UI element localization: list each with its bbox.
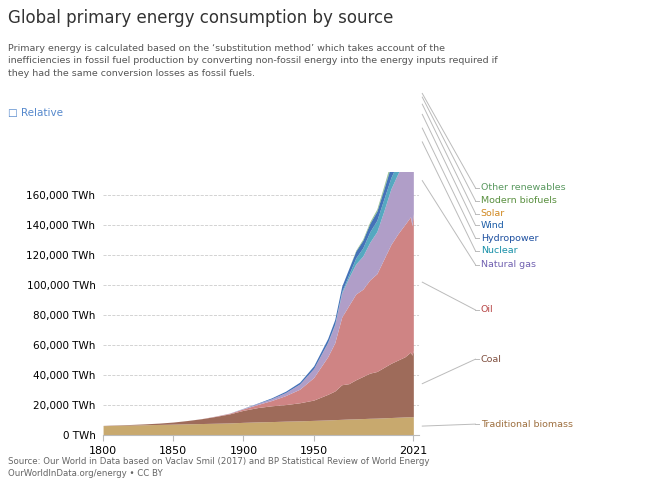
Text: Primary energy is calculated based on the ‘substitution method’ which takes acco: Primary energy is calculated based on th…	[8, 44, 497, 78]
Text: Traditional biomass: Traditional biomass	[481, 420, 573, 429]
Text: Nuclear: Nuclear	[481, 246, 517, 255]
Text: Source: Our World in Data based on Vaclav Smil (2017) and BP Statistical Review : Source: Our World in Data based on Vacla…	[8, 458, 430, 478]
Text: Solar: Solar	[481, 209, 505, 218]
Text: Modern biofuels: Modern biofuels	[481, 196, 557, 205]
Text: Global primary energy consumption by source: Global primary energy consumption by sou…	[8, 9, 394, 27]
Text: Other renewables: Other renewables	[481, 184, 565, 192]
Text: Oil: Oil	[481, 306, 493, 314]
Text: Natural gas: Natural gas	[481, 260, 536, 269]
Text: Wind: Wind	[481, 221, 505, 230]
Text: Our World: Our World	[581, 22, 641, 31]
Text: □ Relative: □ Relative	[8, 108, 63, 118]
Text: in Data: in Data	[590, 39, 632, 49]
Text: Hydropower: Hydropower	[481, 234, 538, 243]
Text: Coal: Coal	[481, 355, 501, 364]
